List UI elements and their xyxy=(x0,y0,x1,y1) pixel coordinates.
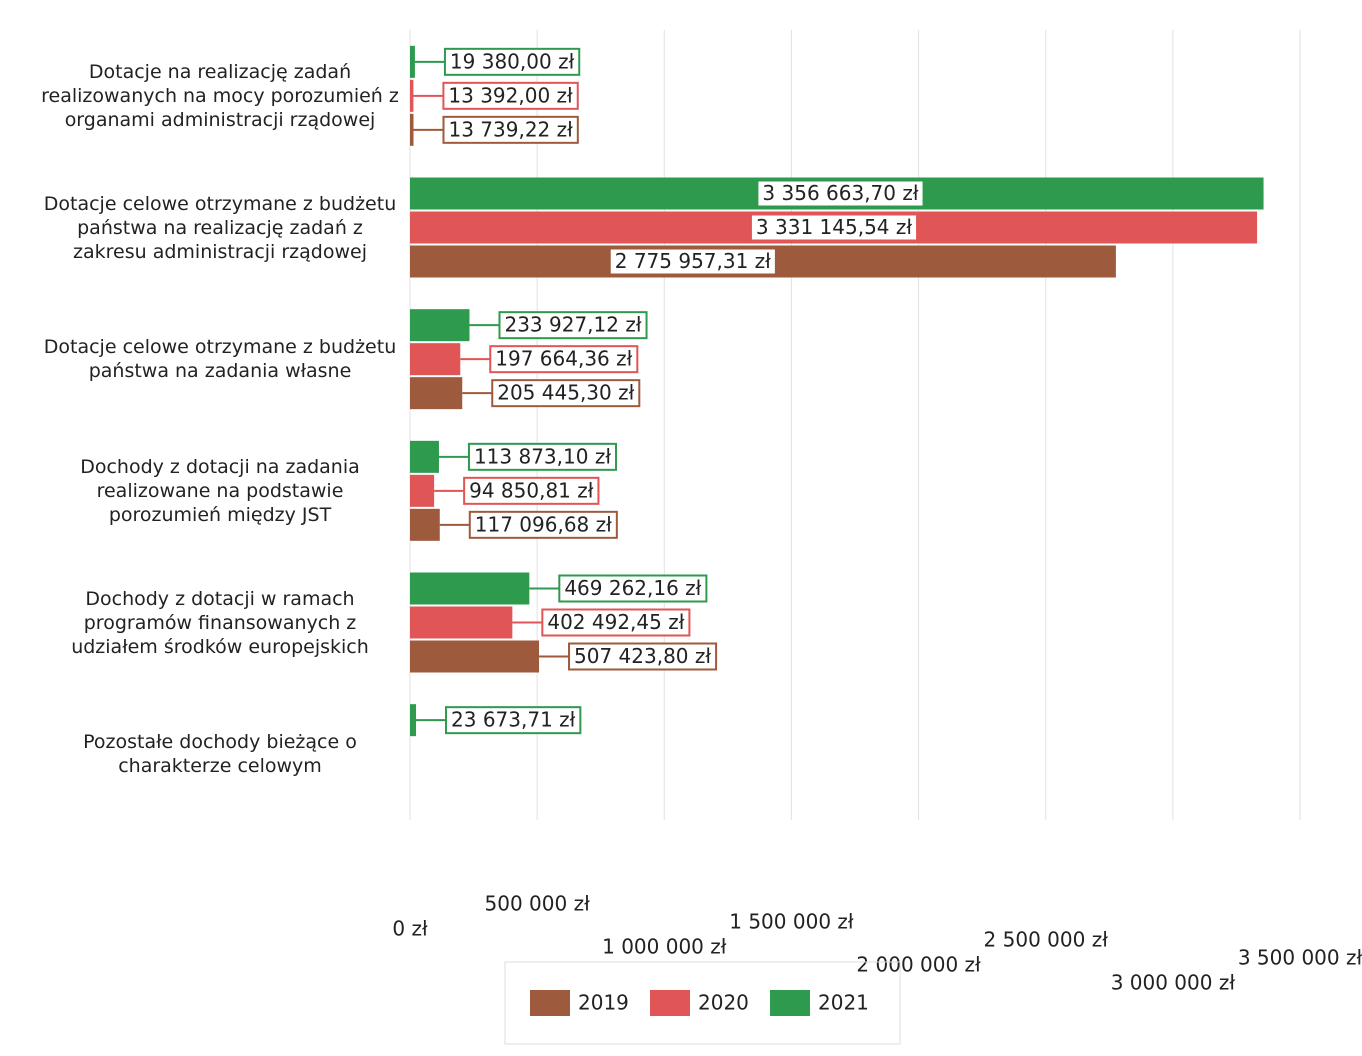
x-tick-label: 500 000 zł xyxy=(485,892,591,916)
value-label-box xyxy=(489,345,639,374)
value-label: 233 927,12 zł xyxy=(504,313,641,337)
bar xyxy=(410,704,417,737)
legend-label: 2020 xyxy=(698,991,749,1015)
value-label: 469 262,16 zł xyxy=(564,576,701,600)
category-label: Dotacje celowe otrzymane z budżetu państ… xyxy=(43,336,397,383)
category-label: Pozostałe dochody bieżące o charakterze … xyxy=(83,731,357,778)
value-label-box xyxy=(491,379,641,408)
value-label-box xyxy=(442,81,579,110)
category-label: Dochody z dotacji na zadania realizowane… xyxy=(80,455,360,526)
value-label-box xyxy=(498,311,648,340)
value-label-box xyxy=(442,115,579,144)
bar xyxy=(410,440,439,473)
value-label: 197 664,36 zł xyxy=(495,347,632,371)
legend-swatch xyxy=(770,990,810,1016)
value-label: 13 739,22 zł xyxy=(448,117,573,141)
category-label: Dotacje celowe otrzymane z budżetu państ… xyxy=(43,192,397,263)
bar xyxy=(410,377,463,410)
value-label-box xyxy=(608,247,777,276)
legend-swatch xyxy=(530,990,570,1016)
value-label-box xyxy=(467,442,618,471)
bar xyxy=(410,508,440,541)
category-label: Dotacje na realizację zadań realizowanyc… xyxy=(41,60,399,131)
legend-swatch xyxy=(650,990,690,1016)
value-label: 19 380,00 zł xyxy=(450,49,575,73)
x-tick-label: 0 zł xyxy=(392,917,428,941)
bar xyxy=(410,572,530,605)
bar xyxy=(410,113,414,146)
value-label: 3 331 145,54 zł xyxy=(756,215,912,239)
value-label: 2 775 957,31 zł xyxy=(615,249,771,273)
bar xyxy=(410,474,435,507)
value-label: 402 492,45 zł xyxy=(547,610,684,634)
value-label-box xyxy=(468,510,618,539)
category-label: Dochody z dotacji w ramach programów fin… xyxy=(71,587,369,658)
value-label-box xyxy=(558,574,708,603)
legend-label: 2021 xyxy=(818,991,869,1015)
x-tick-label: 2 500 000 zł xyxy=(984,928,1109,952)
bar xyxy=(410,79,414,112)
value-label-box xyxy=(445,706,582,735)
legend-frame xyxy=(504,961,901,1045)
value-label: 507 423,80 zł xyxy=(574,644,711,668)
value-label-box xyxy=(749,213,919,242)
x-tick-label: 1 000 000 zł xyxy=(602,935,727,959)
x-tick-label: 3 000 000 zł xyxy=(1111,971,1236,995)
bar xyxy=(410,45,415,78)
value-label: 205 445,30 zł xyxy=(497,381,634,405)
value-label-box xyxy=(541,608,691,637)
value-label-box xyxy=(443,47,581,76)
bar xyxy=(410,343,461,376)
bar xyxy=(410,606,513,639)
x-tick-label: 1 500 000 zł xyxy=(729,910,854,934)
value-label-box xyxy=(463,476,600,505)
value-label: 113 873,10 zł xyxy=(474,444,611,468)
value-label: 23 673,71 zł xyxy=(451,708,576,732)
value-label: 3 356 663,70 zł xyxy=(762,181,918,205)
legend-label: 2019 xyxy=(578,991,629,1015)
value-label: 13 392,00 zł xyxy=(448,83,573,107)
value-label-box xyxy=(756,179,925,208)
x-tick-label: 2 000 000 zł xyxy=(856,953,981,977)
x-tick-label: 3 500 000 zł xyxy=(1238,946,1362,970)
value-label-box xyxy=(568,642,718,671)
bar xyxy=(410,640,540,673)
bar xyxy=(410,309,470,342)
value-label: 94 850,81 zł xyxy=(469,478,594,502)
value-label: 117 096,68 zł xyxy=(475,512,612,536)
